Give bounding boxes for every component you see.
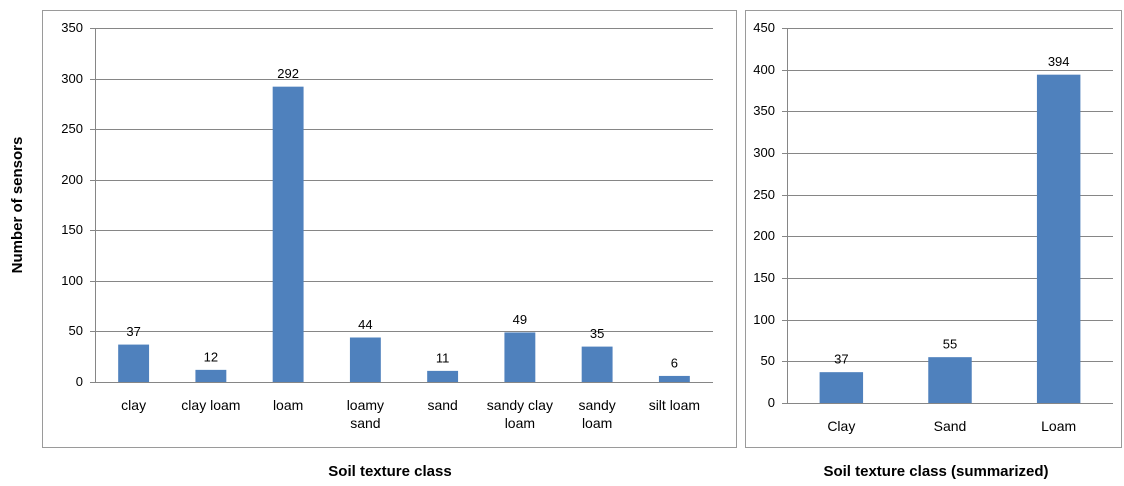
y-tick-label: 400 <box>753 62 775 77</box>
bar <box>427 370 459 382</box>
bar <box>1036 74 1081 404</box>
x-tick-label: silt loam <box>648 397 701 413</box>
x-tick-label: clay <box>121 397 147 413</box>
y-tick-label: 150 <box>61 222 83 237</box>
chart-frame <box>42 10 737 448</box>
y-axis-title: Number of sensors <box>9 137 26 274</box>
y-tick-label: 50 <box>761 353 775 368</box>
value-label: 394 <box>1048 54 1070 69</box>
x-tick-label: Loam <box>1041 418 1077 434</box>
x-tick-label: sandy clay loam <box>486 397 553 431</box>
y-tick-label: 150 <box>753 270 775 285</box>
value-label: 11 <box>436 350 450 365</box>
value-label: 12 <box>204 349 218 364</box>
y-tick-label: 350 <box>753 103 775 118</box>
y-tick-label: 300 <box>61 71 83 86</box>
y-tick-label: 0 <box>76 374 83 389</box>
x-tick-label: clay loam <box>181 397 241 413</box>
x-axis-title: Soil texture class <box>328 463 451 480</box>
value-label: 37 <box>834 352 848 367</box>
y-tick-label: 200 <box>753 228 775 243</box>
x-tick-label: loamy sand <box>346 397 385 431</box>
y-tick-label: 100 <box>61 273 83 288</box>
y-tick-label: 0 <box>768 395 775 410</box>
value-label: 49 <box>513 312 527 327</box>
x-tick-label: sandy loam <box>578 397 616 431</box>
bar <box>581 346 613 382</box>
y-tick-label: 50 <box>69 323 83 338</box>
bar <box>272 86 304 383</box>
value-label: 292 <box>277 66 299 81</box>
value-label: 44 <box>358 317 372 332</box>
y-tick-label: 450 <box>753 20 775 35</box>
bar <box>349 337 381 382</box>
value-label: 6 <box>671 355 678 370</box>
y-tick-label: 250 <box>61 121 83 136</box>
bar <box>118 344 150 382</box>
bar <box>195 369 227 382</box>
value-label: 55 <box>943 337 957 352</box>
bar <box>658 375 690 382</box>
x-tick-label: Sand <box>933 418 967 434</box>
y-tick-label: 300 <box>753 145 775 160</box>
bar <box>928 357 972 403</box>
y-tick-label: 350 <box>61 20 83 35</box>
y-tick-label: 100 <box>753 312 775 327</box>
y-tick-label: 250 <box>753 187 775 202</box>
x-tick-label: sand <box>427 397 458 413</box>
value-label: 37 <box>126 324 140 339</box>
x-tick-label: loam <box>272 397 304 413</box>
chart-frame <box>745 10 1122 448</box>
bar <box>819 372 864 403</box>
bar <box>504 332 536 382</box>
value-label: 35 <box>590 326 604 341</box>
x-tick-label: Clay <box>827 418 856 434</box>
x-axis-title: Soil texture class (summarized) <box>823 463 1048 480</box>
y-tick-label: 200 <box>61 172 83 187</box>
